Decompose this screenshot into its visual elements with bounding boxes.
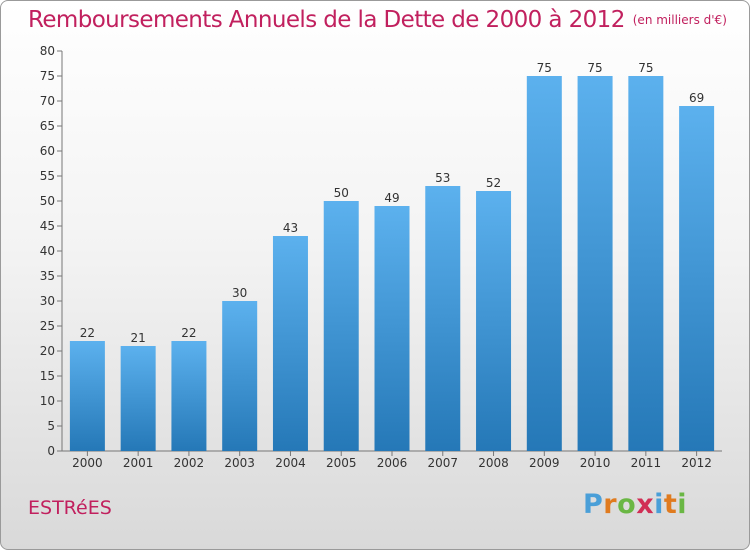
bar xyxy=(272,236,308,451)
bar xyxy=(526,76,562,451)
y-tick-label: 45 xyxy=(40,219,55,233)
bar xyxy=(69,341,105,451)
y-tick-label: 5 xyxy=(47,419,55,433)
bar-value-label: 53 xyxy=(435,171,450,185)
bar-value-label: 50 xyxy=(334,186,349,200)
y-tick-label: 80 xyxy=(40,44,55,58)
bar xyxy=(628,76,664,451)
y-tick-label: 40 xyxy=(40,244,55,258)
x-tick-label: 2002 xyxy=(174,456,205,470)
brand-letter: x xyxy=(636,489,655,520)
brand-letter: i xyxy=(654,489,664,520)
x-tick-label: 2010 xyxy=(580,456,611,470)
x-tick-label: 2009 xyxy=(529,456,560,470)
brand-letter: i xyxy=(677,489,688,520)
bar xyxy=(577,76,613,451)
chart-title: Remboursements Annuels de la Dette de 20… xyxy=(28,7,727,33)
x-tick-label: 2004 xyxy=(275,456,306,470)
bar-value-label: 22 xyxy=(181,326,196,340)
y-tick-label: 50 xyxy=(40,194,55,208)
x-tick-label: 2006 xyxy=(377,456,408,470)
brand-letter: P xyxy=(583,489,604,520)
bar xyxy=(171,341,207,451)
bar xyxy=(679,106,715,451)
bar-value-label: 75 xyxy=(537,61,552,75)
city-name: ESTRéES xyxy=(28,497,112,519)
bar xyxy=(323,201,359,451)
bar-value-label: 75 xyxy=(638,61,653,75)
y-tick-label: 20 xyxy=(40,344,55,358)
bar-value-label: 75 xyxy=(587,61,602,75)
bar-value-label: 22 xyxy=(80,326,95,340)
bar-value-label: 21 xyxy=(131,331,146,345)
x-tick-label: 2012 xyxy=(681,456,712,470)
title-text: Remboursements Annuels de la Dette de 20… xyxy=(28,7,625,33)
y-tick-label: 15 xyxy=(40,369,55,383)
x-tick-label: 2000 xyxy=(72,456,103,470)
bar-value-label: 30 xyxy=(232,286,247,300)
bar-value-label: 49 xyxy=(384,191,399,205)
bar-value-label: 52 xyxy=(486,176,501,190)
y-tick-label: 10 xyxy=(40,394,55,408)
brand-letter: o xyxy=(617,489,637,520)
brand-letter: r xyxy=(603,489,618,520)
x-tick-label: 2005 xyxy=(326,456,357,470)
bar xyxy=(476,191,512,451)
y-tick-label: 25 xyxy=(40,319,55,333)
x-tick-label: 2008 xyxy=(478,456,509,470)
bar xyxy=(374,206,410,451)
y-tick-label: 30 xyxy=(40,294,55,308)
x-tick-label: 2001 xyxy=(123,456,154,470)
y-tick-label: 65 xyxy=(40,119,55,133)
y-tick-label: 70 xyxy=(40,94,55,108)
x-tick-label: 2007 xyxy=(427,456,458,470)
bar-value-label: 43 xyxy=(283,221,298,235)
bar xyxy=(120,346,156,451)
proxiti-logo: Proxiti xyxy=(583,489,687,520)
y-tick-label: 35 xyxy=(40,269,55,283)
bar xyxy=(425,186,461,451)
y-tick-label: 75 xyxy=(40,69,55,83)
y-tick-label: 0 xyxy=(47,444,55,458)
x-tick-label: 2011 xyxy=(631,456,662,470)
units-label: (en milliers d'€) xyxy=(632,13,727,27)
bar-value-label: 69 xyxy=(689,91,704,105)
x-tick-label: 2003 xyxy=(224,456,255,470)
y-tick-label: 60 xyxy=(40,144,55,158)
y-tick-label: 55 xyxy=(40,169,55,183)
bar xyxy=(222,301,258,451)
brand-letter: t xyxy=(663,489,678,520)
